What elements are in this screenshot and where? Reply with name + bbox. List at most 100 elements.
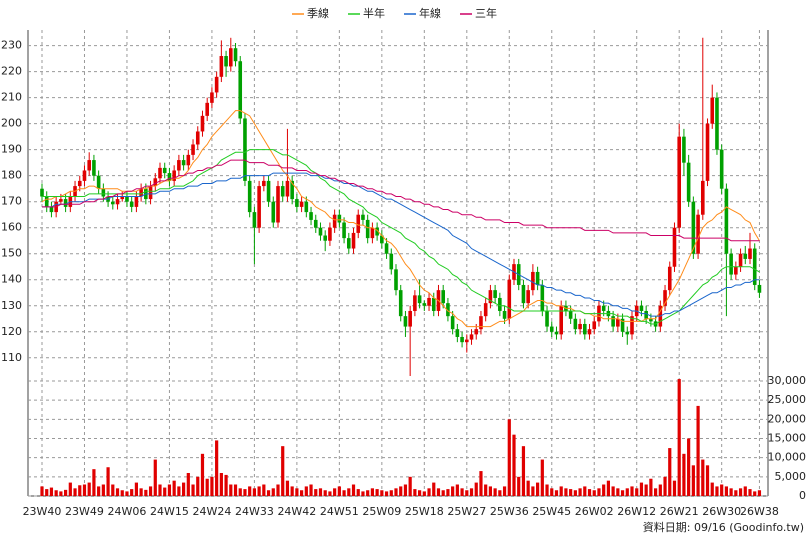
- x-tick-label: 26W38: [740, 505, 779, 518]
- candle-body: [129, 201, 134, 207]
- candle-body: [229, 48, 233, 67]
- volume-bar: [597, 488, 601, 496]
- volume-bar: [64, 489, 68, 496]
- candle-body: [92, 160, 96, 176]
- candle-body: [82, 170, 87, 181]
- volume-bar: [635, 488, 639, 496]
- candle-body: [724, 188, 729, 254]
- y-tick-label: 170: [1, 195, 22, 208]
- x-tick-label: 25W27: [447, 505, 486, 518]
- candle-body: [568, 310, 573, 319]
- volume-bar: [276, 484, 280, 496]
- x-tick-label: 24W51: [320, 505, 359, 518]
- x-tick-label: 24W42: [277, 505, 316, 518]
- y-tick-label: 220: [1, 65, 22, 78]
- volume-bar: [153, 459, 157, 496]
- volume-bar: [502, 486, 507, 496]
- volume-bar: [205, 478, 209, 496]
- legend-label: 季線: [307, 6, 329, 20]
- candle-body: [521, 284, 526, 304]
- volume-bar: [644, 484, 648, 496]
- volume-bar: [248, 486, 252, 496]
- volume-bar: [215, 440, 219, 496]
- volume-bar: [729, 488, 733, 496]
- candle-body: [162, 167, 167, 174]
- volume-bar: [238, 488, 242, 496]
- candle-body: [691, 201, 696, 254]
- candle-body: [667, 266, 672, 291]
- volume-bar: [446, 489, 450, 496]
- volume-bar: [125, 491, 129, 496]
- volume-bar: [191, 484, 195, 496]
- candle-body: [682, 136, 686, 163]
- volume-bar: [658, 484, 662, 496]
- candle-body: [115, 199, 120, 205]
- volume-bar: [521, 446, 526, 496]
- candle-body: [365, 219, 370, 239]
- volume-bar: [243, 489, 247, 496]
- volume-bar: [427, 488, 431, 496]
- volume-bar: [252, 488, 256, 496]
- ma-line: [42, 172, 760, 317]
- volume-bar: [696, 405, 700, 496]
- volume-bar: [59, 491, 63, 496]
- candle-body: [77, 180, 82, 187]
- candle-body: [559, 305, 563, 335]
- volume-bar: [342, 490, 346, 496]
- volume-bar: [724, 486, 728, 496]
- volume-bar: [130, 489, 134, 496]
- volume-bar: [233, 484, 238, 496]
- candle-body: [172, 170, 176, 181]
- candle-body: [431, 297, 436, 311]
- volume-bar: [210, 476, 214, 496]
- volume-bar: [139, 488, 143, 496]
- volume-bar: [148, 486, 153, 496]
- candle-body: [601, 305, 606, 311]
- candle-body: [719, 149, 724, 189]
- volume-bar: [68, 482, 72, 496]
- volume-bar: [625, 488, 629, 496]
- volume-bar: [418, 490, 422, 496]
- volume-bar: [620, 490, 625, 496]
- y-tick-label: 190: [1, 143, 22, 156]
- legend-label: 三年: [475, 6, 497, 20]
- volume-bar: [616, 488, 620, 496]
- candle-body: [422, 303, 427, 306]
- candle-body: [238, 61, 243, 119]
- volume-bar: [196, 476, 200, 496]
- candle-body: [526, 290, 530, 304]
- candle-body: [59, 199, 63, 202]
- candle-body: [337, 214, 342, 223]
- volume-bar: [465, 490, 469, 496]
- candle-body: [276, 186, 280, 223]
- volume-bar: [399, 486, 403, 496]
- y-tick-label: 130: [1, 299, 22, 312]
- ma-line: [42, 149, 760, 325]
- volume-bar: [177, 486, 181, 496]
- volume-bar: [384, 491, 389, 496]
- volume-bar: [422, 491, 426, 496]
- candle-body: [195, 131, 200, 145]
- volume-bar: [540, 459, 544, 496]
- candle-body: [710, 97, 715, 124]
- volume-bar: [531, 486, 535, 496]
- volume-bar: [111, 484, 115, 496]
- volume-bar: [281, 446, 285, 496]
- candle-body: [460, 336, 464, 343]
- y-tick-label: 110: [1, 351, 22, 364]
- candle-body: [549, 326, 554, 332]
- candle-body: [313, 219, 318, 228]
- candle-body: [583, 323, 587, 335]
- candle-body: [252, 212, 257, 228]
- y-tick-label: 200: [1, 117, 22, 130]
- volume-bar: [380, 490, 384, 496]
- candle-body: [167, 173, 172, 181]
- y2-tick-label: 0: [799, 489, 806, 502]
- candle-body: [224, 56, 228, 67]
- volume-bar: [436, 488, 441, 496]
- candle-body: [592, 321, 597, 330]
- candle-body: [120, 196, 125, 200]
- candle-body: [205, 102, 209, 116]
- volume-bar: [536, 482, 540, 496]
- candle-body: [531, 271, 535, 291]
